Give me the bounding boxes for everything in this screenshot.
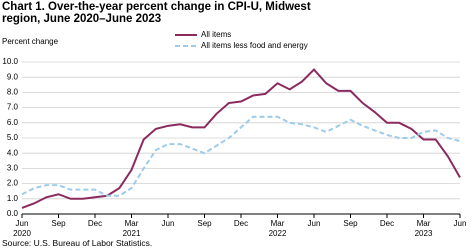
y-tick-label: 1.0 [7,194,19,203]
legend-label: All items [201,30,231,39]
y-tick-label: 7.0 [7,103,19,112]
x-tick-label: Mar 2023 [414,219,433,238]
y-tick-label: 8.0 [7,88,19,97]
x-tick-label: Mar 2021 [122,219,141,238]
y-tick-label: 2.0 [7,179,19,188]
y-tick-label: 3.0 [7,164,19,173]
y-tick-label: 4.0 [7,148,19,157]
x-tick-label: Sep [51,219,66,228]
y-tick-label: 0.0 [7,209,19,218]
x-tick-label: Jun [161,219,175,228]
legend-label: All items less food and energy [201,41,308,50]
x-tick-label: Dec [87,219,103,228]
x-tick-label: Dec [233,219,249,228]
y-axis-label: Percent change [2,37,59,46]
series-line [21,68,461,209]
y-tick-label: 5.0 [7,133,19,142]
y-tick-label: 10.0 [2,57,18,66]
x-tick-label: Sep [343,219,358,228]
chart-title: Chart 1. Over-the-year percent change in… [2,1,311,25]
x-tick-label: Jun [453,219,467,228]
x-tick-label: Mar 2022 [268,219,287,238]
y-tick-label: 9.0 [7,72,19,81]
y-tick-label: 6.0 [7,118,19,127]
series-line [21,115,461,197]
x-tick-label: Dec [379,219,395,228]
x-tick-label: Sep [197,219,212,228]
source-note: Source: U.S. Bureau of Labor Statistics. [2,238,153,248]
x-tick-label: Jun 2020 [13,219,31,238]
x-tick-label: Jun [307,219,321,228]
